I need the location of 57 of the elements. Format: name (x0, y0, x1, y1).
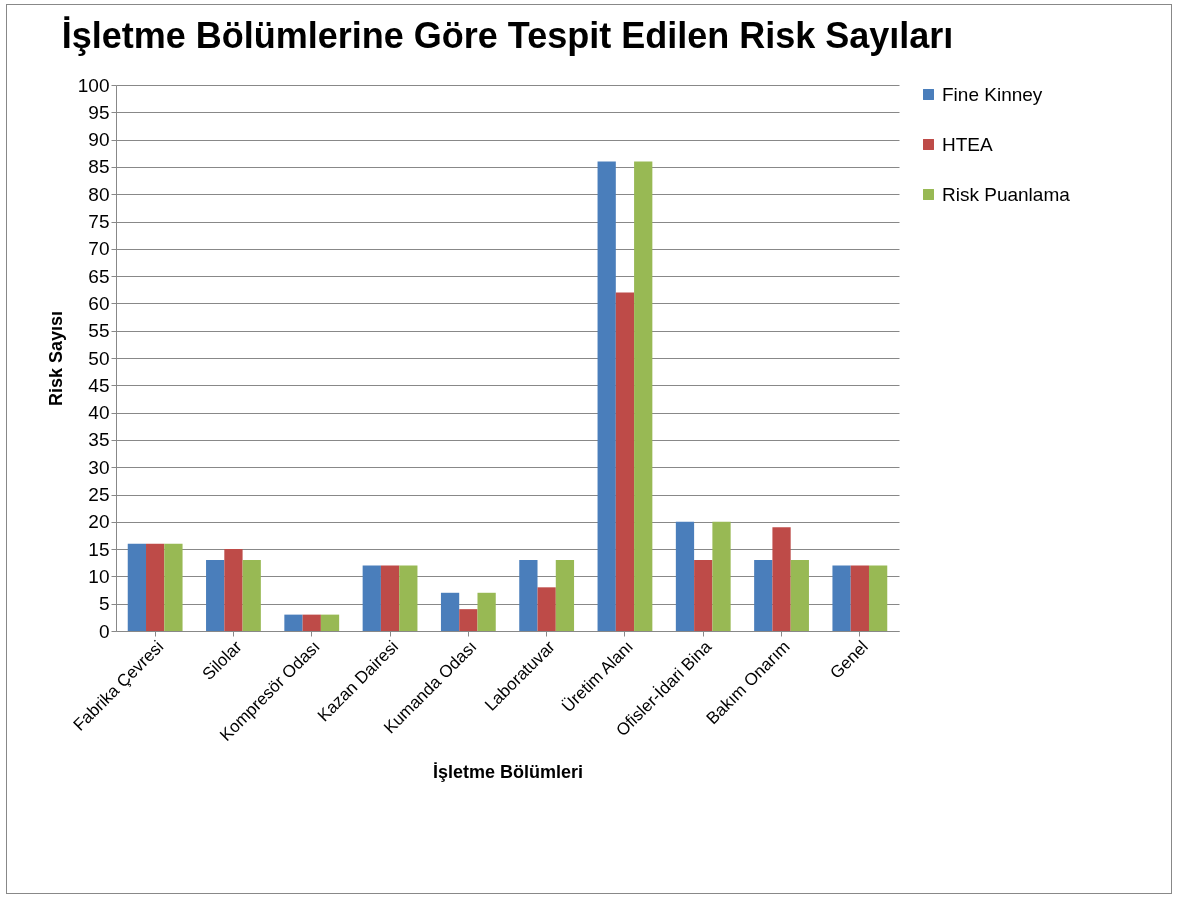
bar (127, 543, 147, 631)
y-tick-label: 70 (88, 238, 110, 260)
x-axis-title: İşletme Bölümleri (432, 762, 584, 783)
bar (832, 565, 851, 631)
y-tick-label: 25 (88, 484, 110, 505)
bar (362, 565, 381, 631)
y-tick-label: 30 (88, 456, 110, 478)
bar (440, 592, 460, 631)
y-tick-label: 50 (88, 347, 110, 369)
bar (790, 560, 809, 631)
bar (459, 609, 478, 631)
bar (519, 560, 538, 631)
y-tick-label: 60 (88, 292, 110, 314)
bar (754, 560, 773, 631)
bar (868, 565, 888, 631)
bar (675, 521, 695, 631)
y-tick-label: 15 (88, 538, 110, 560)
bar (302, 614, 321, 631)
y-tick-label: 40 (88, 402, 110, 424)
bar (597, 161, 616, 631)
bar (850, 565, 869, 631)
legend-label: Risk Puanlama (942, 183, 1071, 205)
y-tick-label: 80 (88, 183, 110, 205)
bar (284, 614, 303, 631)
bar (164, 543, 183, 631)
y-tick-label: 55 (88, 320, 110, 342)
bar (399, 565, 418, 631)
bar (537, 587, 556, 631)
y-tick-label: 10 (88, 565, 110, 587)
y-tick-label: 35 (88, 429, 110, 451)
y-tick-label: 100 (77, 74, 110, 96)
legend-label: HTEA (942, 133, 993, 155)
bar (772, 527, 791, 631)
bar (380, 565, 400, 631)
y-tick-label: 75 (88, 211, 110, 232)
bar (555, 560, 575, 631)
y-axis-title: Risk Sayısı (45, 310, 66, 407)
bar (224, 549, 243, 631)
y-tick-label: 0 (98, 620, 110, 642)
y-tick-label: 5 (98, 593, 110, 615)
bar (694, 560, 713, 631)
y-tick-label: 45 (88, 374, 110, 396)
bar (146, 543, 165, 631)
y-tick-label: 95 (88, 101, 110, 123)
y-tick-label: 85 (88, 156, 110, 178)
bar (615, 292, 635, 631)
bar (320, 614, 340, 631)
bar (634, 161, 653, 631)
legend-label: Fine Kinney (942, 83, 1043, 105)
chart-title: İşletme Bölümlerine Göre Tespit Edilen Risk Sayıları (61, 15, 954, 56)
bar (712, 521, 731, 631)
y-tick-label: 90 (88, 129, 110, 151)
y-tick-label: 65 (88, 265, 110, 287)
bar (206, 560, 225, 631)
bar (242, 560, 261, 631)
bar (477, 592, 496, 631)
y-tick-label: 20 (88, 511, 110, 533)
